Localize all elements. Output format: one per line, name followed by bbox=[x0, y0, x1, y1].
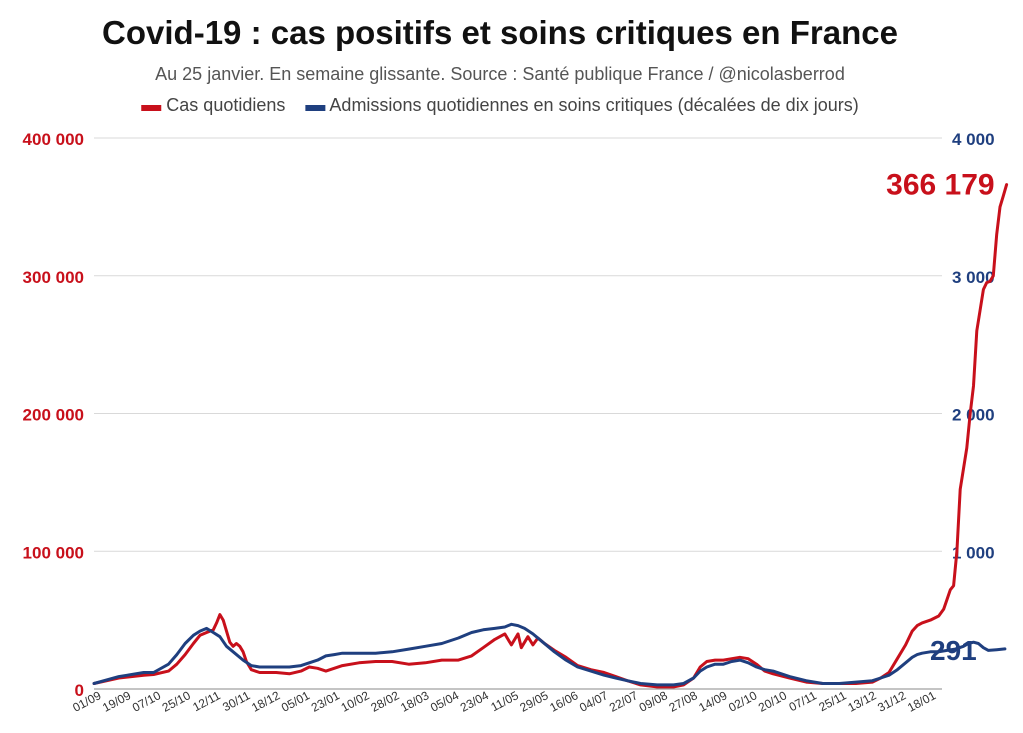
x-tick-label: 18/12 bbox=[249, 688, 282, 715]
right-axis-tick-label: 2 000 bbox=[952, 406, 995, 425]
x-tick-label: 07/10 bbox=[130, 688, 163, 715]
legend-label-cases: Cas quotidiens bbox=[166, 95, 286, 115]
x-tick-label: 29/05 bbox=[518, 688, 551, 715]
x-tick-label: 18/03 bbox=[398, 688, 431, 715]
chart-title: Covid-19 : cas positifs et soins critiqu… bbox=[102, 14, 898, 51]
x-tick-label: 05/04 bbox=[428, 688, 461, 715]
x-tick-label: 09/08 bbox=[637, 688, 670, 715]
x-tick-label: 25/11 bbox=[816, 688, 849, 714]
legend-marker-cases: ▬ bbox=[141, 94, 162, 116]
x-tick-label: 14/09 bbox=[696, 688, 729, 715]
x-tick-label: 05/01 bbox=[279, 688, 312, 715]
end-label-cases: 366 179 bbox=[886, 169, 994, 202]
x-tick-label: 18/01 bbox=[905, 688, 938, 715]
x-tick-label: 07/11 bbox=[787, 688, 820, 714]
x-tick-label: 23/04 bbox=[458, 688, 491, 715]
x-tick-label: 22/07 bbox=[607, 688, 640, 715]
left-axis-tick-label: 300 000 bbox=[23, 268, 84, 287]
x-tick-label: 20/10 bbox=[756, 688, 789, 715]
legend-label-icu: Admissions quotidiennes en soins critiqu… bbox=[329, 95, 859, 115]
end-label-icu: 291 bbox=[930, 635, 977, 666]
right-axis-tick-label: 3 000 bbox=[952, 268, 995, 287]
legend: ▬ Cas quotidiens ▬ Admissions quotidienn… bbox=[0, 94, 1000, 117]
series-line-icu bbox=[92, 622, 1007, 687]
right-axis-tick-label: 4 000 bbox=[952, 130, 995, 149]
x-tick-label: 31/12 bbox=[875, 688, 908, 715]
x-tick-label: 16/06 bbox=[547, 688, 580, 715]
x-tick-label: 11/05 bbox=[488, 688, 521, 714]
left-axis-tick-label: 0 bbox=[75, 681, 84, 700]
series-line-cases bbox=[92, 183, 1009, 689]
x-tick-label: 12/11 bbox=[190, 688, 223, 714]
x-tick-label: 23/01 bbox=[309, 688, 342, 715]
legend-marker-icu: ▬ bbox=[305, 94, 326, 116]
x-tick-label: 19/09 bbox=[100, 688, 133, 715]
chart-subtitle: Au 25 janvier. En semaine glissante. Sou… bbox=[155, 64, 845, 84]
x-tick-label: 04/07 bbox=[577, 688, 610, 715]
x-tick-label: 30/11 bbox=[220, 688, 253, 714]
x-tick-label: 27/08 bbox=[667, 688, 700, 715]
right-axis-tick-label: 1 000 bbox=[952, 543, 995, 562]
x-tick-label: 02/10 bbox=[726, 688, 759, 715]
x-tick-label: 28/02 bbox=[368, 688, 401, 715]
left-axis-tick-label: 200 000 bbox=[23, 406, 84, 425]
left-axis-tick-label: 400 000 bbox=[23, 130, 84, 149]
x-tick-label: 25/10 bbox=[160, 688, 193, 715]
left-axis-tick-label: 100 000 bbox=[23, 543, 84, 562]
x-tick-label: 10/02 bbox=[339, 688, 372, 715]
x-tick-label: 13/12 bbox=[845, 688, 878, 715]
